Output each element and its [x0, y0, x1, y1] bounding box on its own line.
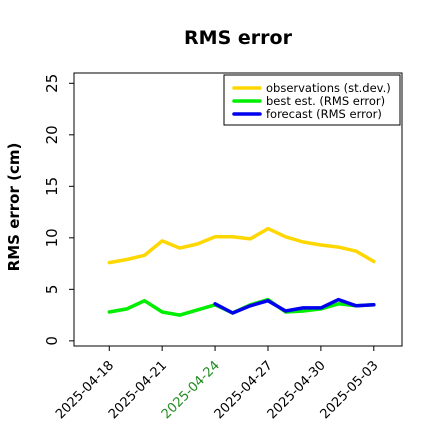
- y-tick-label: 0: [43, 336, 61, 346]
- legend-label-forecast: forecast (RMS error): [266, 107, 382, 121]
- legend-label-observations: observations (st.dev.): [266, 81, 391, 95]
- observations-line: [107, 226, 376, 265]
- plot-area-frame: [73, 72, 403, 347]
- forecast-line: [213, 297, 376, 315]
- x-axis-ticks: 2025-04-182025-04-212025-04-242025-04-27…: [53, 346, 382, 422]
- y-tick-label: 20: [43, 125, 61, 144]
- y-tick-label: 10: [43, 228, 61, 247]
- y-tick-label: 15: [43, 177, 61, 196]
- y-axis-label: RMS error (cm): [5, 143, 23, 272]
- legend: observations (st.dev.) best est. (RMS er…: [223, 74, 401, 126]
- legend-label-best-est: best est. (RMS error): [266, 94, 385, 108]
- y-tick-label: 5: [43, 285, 61, 295]
- chart-title: RMS error: [184, 27, 293, 49]
- y-tick-label: 25: [43, 74, 61, 93]
- y-axis-ticks: 0 5 10 15 20 25: [43, 74, 74, 346]
- series-lines: [107, 226, 376, 317]
